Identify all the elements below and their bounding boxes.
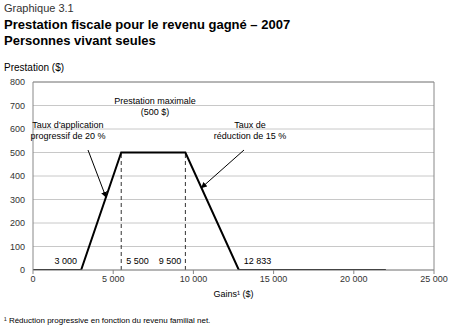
svg-text:progressif de 20 %: progressif de 20 %	[30, 131, 105, 141]
svg-text:Taux de: Taux de	[234, 120, 266, 130]
svg-text:600: 600	[10, 124, 25, 134]
svg-text:12 833: 12 833	[244, 256, 272, 266]
svg-text:(500 $): (500 $)	[141, 107, 170, 117]
svg-text:0: 0	[30, 274, 35, 284]
svg-text:0: 0	[20, 265, 25, 275]
svg-text:400: 400	[10, 171, 25, 181]
svg-text:300: 300	[10, 195, 25, 205]
svg-text:Prestation maximale: Prestation maximale	[114, 96, 196, 106]
html-text:Gains¹ ($): Gains¹ ($)	[213, 289, 254, 299]
svg-text:5 500: 5 500	[126, 256, 149, 266]
html-text:¹ Réduction progressive en fon: ¹ Réduction progressive en fonction du r…	[4, 316, 211, 325]
html-text:Prestation ($): Prestation ($)	[4, 62, 64, 73]
svg-text:700: 700	[10, 101, 25, 111]
svg-text:3 000: 3 000	[55, 256, 78, 266]
svg-text:5 000: 5 000	[102, 274, 125, 284]
html-text:Graphique 3.1: Graphique 3.1	[4, 2, 74, 14]
svg-text:9 500: 9 500	[159, 256, 182, 266]
svg-text:20 000: 20 000	[340, 274, 368, 284]
svg-text:15 000: 15 000	[260, 274, 288, 284]
svg-text:200: 200	[10, 218, 25, 228]
svg-text:25 000: 25 000	[420, 274, 442, 284]
svg-text:500: 500	[10, 148, 25, 158]
html-text:Personnes vivant seules: Personnes vivant seules	[4, 33, 156, 48]
svg-text:800: 800	[10, 77, 25, 87]
svg-text:100: 100	[10, 242, 25, 252]
svg-text:10 000: 10 000	[180, 274, 208, 284]
svg-text:réduction de 15 %: réduction de 15 %	[214, 131, 287, 141]
html-text:Prestation fiscale pour le rev: Prestation fiscale pour le revenu gagné …	[4, 17, 291, 32]
svg-text:Taux d'application: Taux d'application	[32, 120, 103, 130]
